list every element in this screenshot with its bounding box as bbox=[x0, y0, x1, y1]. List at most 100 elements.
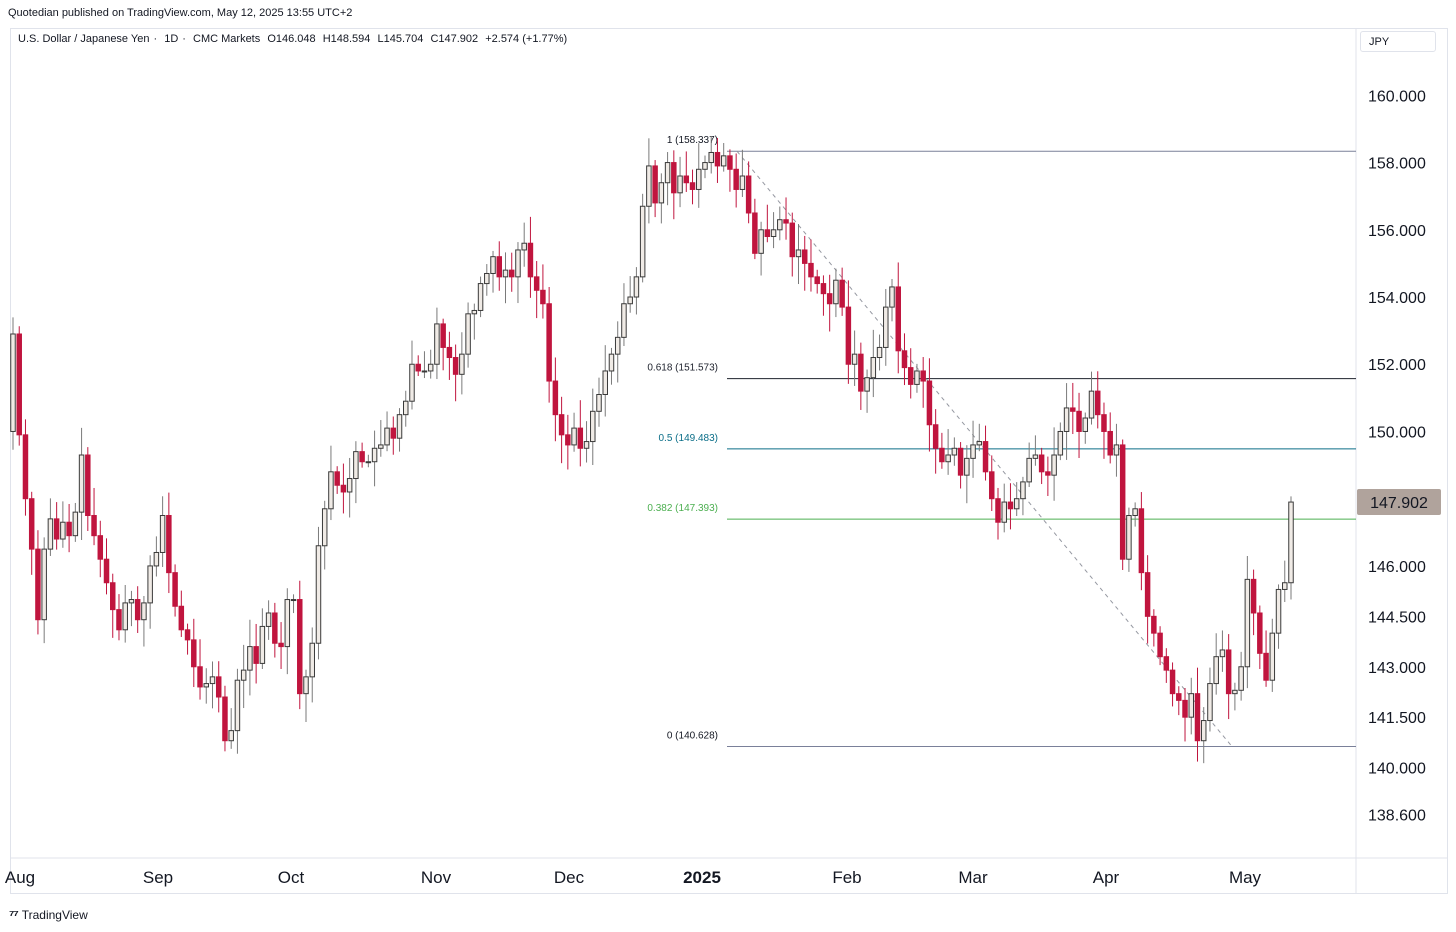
candle-body bbox=[945, 454, 951, 463]
candle-body bbox=[321, 508, 328, 547]
separator-dot: · bbox=[182, 33, 186, 45]
candle-body bbox=[1188, 693, 1194, 718]
candle-body bbox=[602, 370, 608, 395]
y-tick-label: 150.000 bbox=[1368, 424, 1426, 441]
candle-body bbox=[490, 256, 496, 274]
candle-body bbox=[926, 380, 933, 426]
candle-body bbox=[608, 353, 615, 372]
candle-body bbox=[1107, 430, 1113, 456]
candle-body bbox=[502, 269, 509, 278]
candle-body bbox=[421, 370, 428, 373]
y-tick-label: 140.000 bbox=[1368, 761, 1426, 778]
publisher-credit: Quotedian published on TradingView.com, … bbox=[8, 7, 353, 19]
candle-body bbox=[1244, 578, 1251, 668]
candle-body bbox=[78, 454, 85, 513]
candle-body bbox=[359, 451, 365, 463]
candle-body bbox=[870, 357, 877, 379]
x-tick-label: Aug bbox=[5, 868, 35, 887]
y-tick-label: 158.000 bbox=[1368, 156, 1426, 173]
candle-body bbox=[1020, 481, 1026, 500]
candle-body bbox=[839, 279, 845, 308]
candle-body bbox=[558, 414, 565, 436]
candle-body bbox=[733, 168, 739, 190]
x-tick-label: Feb bbox=[832, 868, 861, 887]
candle-body bbox=[777, 219, 783, 231]
candle-body bbox=[964, 457, 970, 476]
y-tick-label: 146.000 bbox=[1368, 559, 1426, 576]
candle-body bbox=[976, 441, 983, 446]
candle-body bbox=[702, 162, 708, 170]
candle-body bbox=[197, 666, 203, 688]
candle-body bbox=[484, 272, 490, 285]
currency-selector[interactable]: JPY bbox=[1360, 31, 1436, 52]
candle-body bbox=[141, 602, 147, 621]
symbol-legend: U.S. Dollar / Japanese Yen · 1D · CMC Mark… bbox=[18, 33, 571, 45]
candle-body bbox=[814, 276, 820, 285]
candle-body bbox=[521, 242, 527, 251]
candle-body bbox=[477, 283, 484, 311]
candle-body bbox=[253, 646, 259, 664]
candle-body bbox=[696, 168, 702, 190]
candle-body bbox=[1282, 582, 1288, 590]
candle-body bbox=[982, 441, 989, 473]
candle-body bbox=[371, 447, 378, 463]
candle-body bbox=[720, 155, 727, 167]
candle-body bbox=[508, 269, 515, 278]
candle-body bbox=[10, 333, 16, 432]
candle-body bbox=[1045, 471, 1051, 476]
candle-body bbox=[91, 515, 97, 537]
fib-level-label: 0 (140.628) bbox=[667, 730, 718, 741]
candle-body bbox=[1207, 683, 1213, 722]
candle-body bbox=[153, 551, 160, 567]
candle-body bbox=[203, 683, 210, 688]
candle-body bbox=[97, 535, 104, 560]
candle-body bbox=[53, 518, 60, 540]
candle-body bbox=[1082, 417, 1089, 432]
candle-body bbox=[858, 353, 864, 392]
candle-body bbox=[1007, 501, 1014, 510]
candle-body bbox=[1119, 444, 1126, 560]
candle-body bbox=[677, 175, 683, 194]
candle-body bbox=[353, 451, 359, 480]
candle-body bbox=[957, 447, 964, 476]
candle-body bbox=[932, 424, 939, 449]
candle-body bbox=[415, 363, 421, 372]
candle-body bbox=[334, 471, 340, 486]
candle-body bbox=[265, 612, 272, 627]
candle-body bbox=[178, 605, 185, 631]
candle-body bbox=[390, 427, 397, 439]
fib-level-label: 0.5 (149.483) bbox=[659, 433, 719, 444]
x-tick-label: Nov bbox=[421, 868, 452, 887]
candle-body bbox=[240, 669, 247, 681]
candle-body bbox=[1113, 444, 1120, 456]
chart-pane[interactable] bbox=[10, 28, 1448, 894]
candle-body bbox=[833, 279, 839, 305]
candle-body bbox=[259, 625, 266, 664]
candle-body bbox=[496, 256, 503, 278]
candle-body bbox=[328, 471, 334, 510]
candle-body bbox=[222, 696, 228, 742]
candle-body bbox=[215, 676, 222, 698]
candle-body bbox=[621, 303, 627, 338]
candle-body bbox=[1038, 454, 1045, 473]
candle-body bbox=[714, 151, 721, 167]
candle-body bbox=[315, 545, 322, 644]
candle-body bbox=[614, 336, 621, 355]
candle-body bbox=[172, 572, 178, 607]
candle-body bbox=[1088, 390, 1095, 419]
candle-body bbox=[820, 283, 827, 295]
ohlc-open: O146.048 bbox=[267, 33, 316, 45]
footer-brand[interactable]: ⁷⁷ TradingView bbox=[9, 907, 88, 922]
symbol-exchange: CMC Markets bbox=[193, 33, 261, 45]
candle-body bbox=[658, 182, 665, 204]
candle-body bbox=[1250, 578, 1257, 614]
candle-body bbox=[1225, 649, 1232, 695]
fib-level-label: 0.382 (147.393) bbox=[647, 503, 718, 514]
y-tick-label: 141.500 bbox=[1368, 710, 1426, 727]
candle-body bbox=[234, 679, 241, 732]
candle-body bbox=[159, 515, 166, 553]
candle-body bbox=[851, 353, 858, 365]
candle-body bbox=[883, 306, 889, 348]
candle-body bbox=[1001, 501, 1007, 523]
